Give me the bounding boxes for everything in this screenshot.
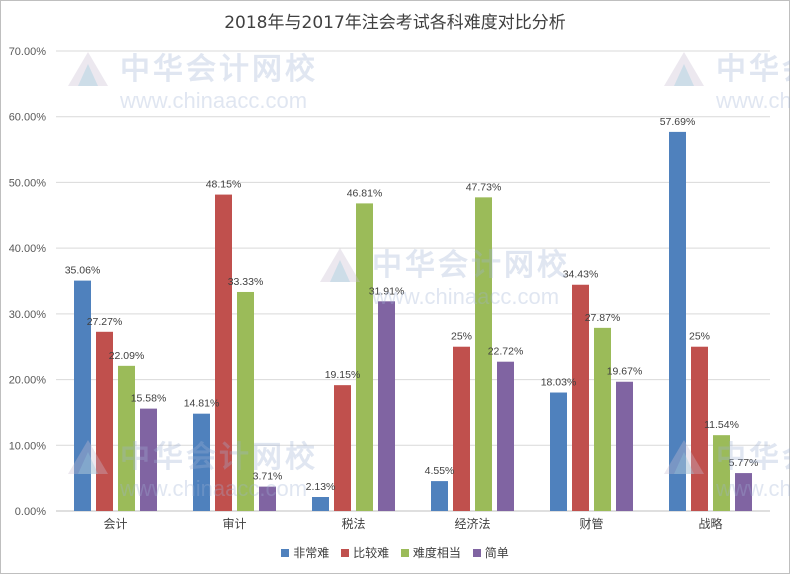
x-category-label: 税法: [341, 517, 365, 531]
y-tick-label: 10.00%: [9, 440, 47, 452]
legend-label: 比较难: [353, 546, 390, 560]
data-label: 22.72%: [488, 346, 524, 358]
data-label: 2.13%: [306, 481, 336, 493]
legend-label: 简单: [484, 546, 509, 560]
data-labels: 35.06% 27.27% 22.09% 15.58% 14.81% 48.15% 33.3…: [65, 116, 759, 493]
x-category-label: 经济法: [454, 516, 490, 531]
chart-title: 2018年与2017年注会考试各科难度对比分析: [224, 13, 566, 33]
data-label: 19.67%: [607, 366, 643, 378]
x-category-label: 财管: [579, 516, 603, 531]
x-category-label: 审计: [222, 516, 246, 531]
data-label: 46.81%: [347, 187, 383, 199]
bar: [312, 497, 329, 511]
bar: [378, 301, 395, 511]
data-label: 33.33%: [228, 276, 264, 288]
legend-item: 难度相当: [400, 544, 461, 561]
data-label: 34.43%: [563, 269, 599, 281]
bars: [74, 131, 752, 512]
data-label: 35.06%: [65, 265, 101, 277]
data-label: 47.73%: [466, 181, 502, 193]
y-tick-label: 20.00%: [9, 375, 47, 387]
data-label: 4.55%: [425, 465, 455, 477]
bar: [356, 203, 373, 512]
bar: [497, 361, 514, 511]
y-tick-label: 60.00%: [9, 112, 47, 124]
data-label: 27.87%: [585, 312, 621, 324]
legend-label: 难度相当: [412, 546, 461, 560]
y-axis-ticks: 0.00% 10.00% 20.00% 30.00% 40.00% 50.00% 60.00…: [9, 46, 47, 518]
data-label: 27.27%: [87, 316, 123, 328]
data-label: 5.77%: [729, 457, 759, 469]
data-label: 57.69%: [660, 116, 696, 128]
data-label: 25%: [689, 331, 710, 343]
bar: [691, 346, 708, 511]
gridlines: [56, 50, 770, 512]
bar: [259, 486, 276, 511]
bar: [713, 435, 730, 511]
data-label: 22.09%: [109, 350, 145, 362]
y-tick-label: 40.00%: [9, 243, 47, 255]
data-label: 11.54%: [704, 419, 739, 431]
bar: [735, 473, 752, 511]
bar: [572, 284, 589, 511]
legend-swatch: [341, 549, 350, 557]
bar: [74, 280, 91, 511]
data-label: 25%: [451, 331, 472, 343]
bar: [96, 331, 113, 511]
legend-item: 非常难: [281, 544, 329, 561]
legend: 非常难 比较难 难度相当 简单: [0, 544, 790, 561]
bar: [616, 381, 633, 511]
bar: [237, 291, 254, 511]
data-label: 18.03%: [541, 377, 577, 389]
bar: [334, 385, 351, 511]
y-tick-label: 70.00%: [9, 46, 47, 58]
bar: [453, 346, 470, 511]
x-axis-categories: 会计 审计 税法 经济法 财管 战略: [103, 516, 722, 531]
y-tick-label: 0.00%: [15, 506, 46, 518]
bar: [215, 194, 232, 512]
data-label: 48.15%: [206, 179, 242, 191]
legend-swatch: [400, 549, 409, 557]
legend-label: 非常难: [293, 546, 330, 560]
legend-item: 比较难: [341, 544, 389, 561]
data-label: 31.91%: [369, 285, 405, 297]
bar: [140, 408, 157, 511]
data-label: 19.15%: [325, 369, 361, 381]
x-category-label: 会计: [103, 517, 127, 531]
bar: [475, 197, 492, 512]
bar: [431, 481, 448, 511]
data-label: 15.58%: [131, 393, 167, 405]
legend-swatch: [472, 549, 481, 557]
bar: [669, 131, 686, 511]
y-tick-label: 30.00%: [9, 309, 47, 321]
bar: [118, 365, 135, 511]
bar: [594, 327, 611, 511]
legend-swatch: [281, 549, 290, 557]
bar: [193, 413, 210, 511]
y-tick-label: 50.00%: [9, 177, 47, 189]
x-category-label: 战略: [698, 516, 722, 531]
data-label: 3.71%: [253, 471, 283, 483]
legend-item: 简单: [472, 544, 509, 561]
bar: [550, 392, 567, 511]
data-label: 14.81%: [184, 398, 220, 410]
